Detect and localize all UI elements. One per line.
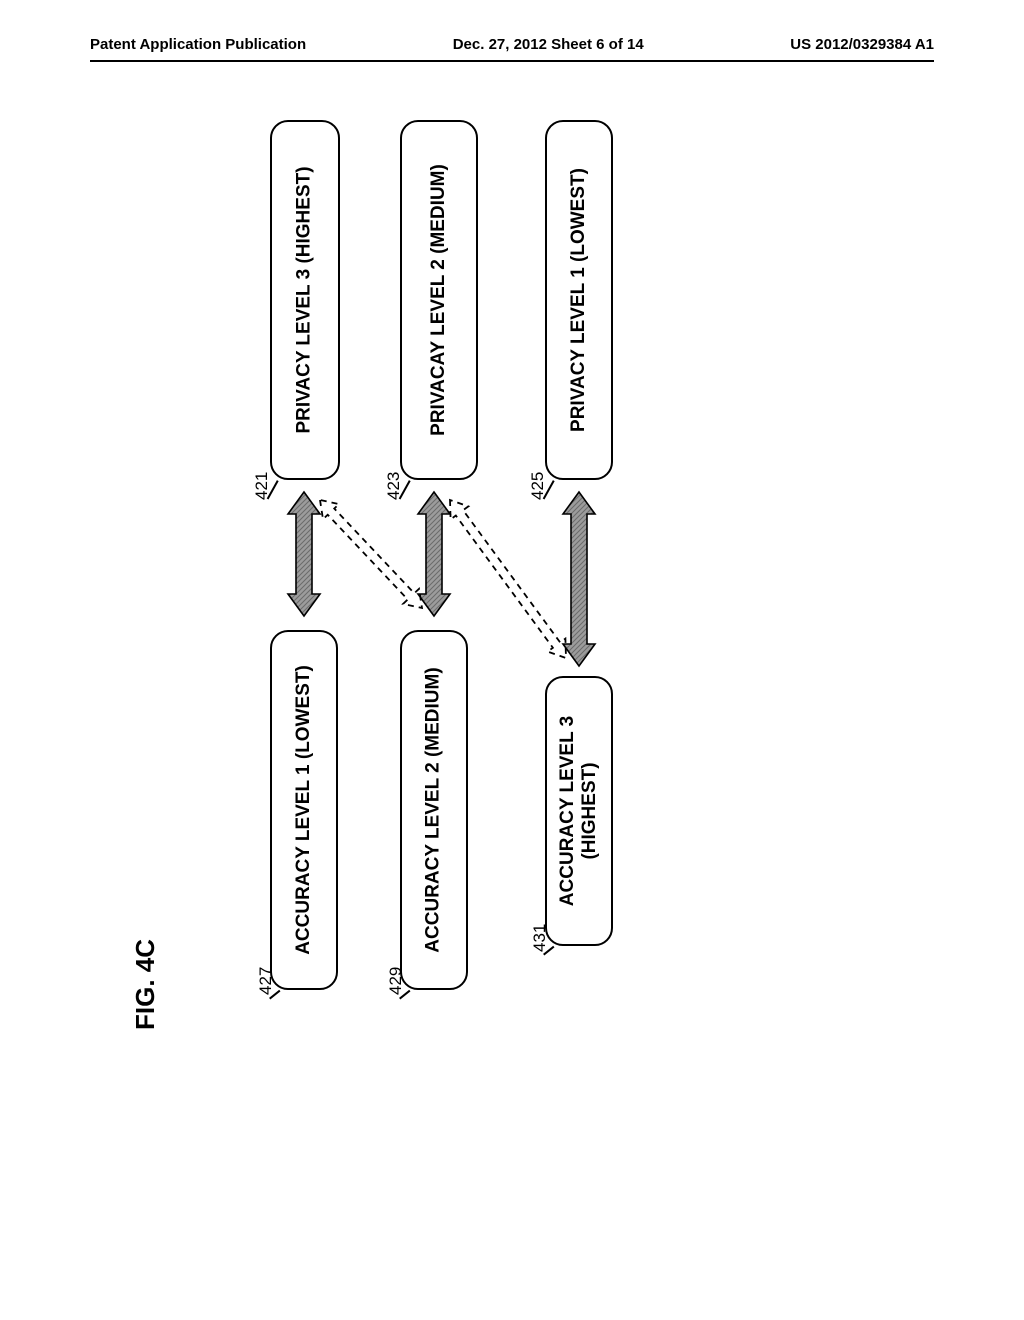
bidir-arrow-2 xyxy=(563,492,595,666)
privacy-box-text: PRIVACY LEVEL 1 (LOWEST) xyxy=(568,168,590,432)
bidir-arrow-0 xyxy=(288,492,320,616)
privacy-box-423: PRIVACAY LEVEL 2 (MEDIUM) xyxy=(400,120,478,480)
ref-label-429: 429 xyxy=(386,967,406,995)
bidir-arrow-1 xyxy=(418,492,450,616)
accuracy-box-429: ACCURACY LEVEL 2 (MEDIUM) xyxy=(400,630,468,990)
diag-arrow-1 xyxy=(450,500,566,658)
header-rule xyxy=(90,60,934,62)
header-left: Patent Application Publication xyxy=(90,36,306,53)
accuracy-box-text: ACCURACY LEVEL 1 (LOWEST) xyxy=(293,665,315,955)
figure-label: FIG. 4C xyxy=(130,939,161,1030)
header-right: US 2012/0329384 A1 xyxy=(790,36,934,53)
accuracy-box-431: ACCURACY LEVEL 3 (HIGHEST) xyxy=(545,676,613,946)
privacy-box-text: PRIVACAY LEVEL 2 (MEDIUM) xyxy=(428,164,450,436)
page-header: Patent Application Publication Dec. 27, … xyxy=(0,36,1024,59)
diag-arrow-0 xyxy=(320,500,422,608)
privacy-box-425: PRIVACY LEVEL 1 (LOWEST) xyxy=(545,120,613,480)
accuracy-box-427: ACCURACY LEVEL 1 (LOWEST) xyxy=(270,630,338,990)
privacy-box-text: PRIVACY LEVEL 3 (HIGHEST) xyxy=(294,166,316,433)
header-center: Dec. 27, 2012 Sheet 6 of 14 xyxy=(453,36,644,53)
accuracy-box-text: ACCURACY LEVEL 2 (MEDIUM) xyxy=(423,667,445,952)
ref-label-427: 427 xyxy=(256,967,276,995)
ref-label-431: 431 xyxy=(530,924,550,952)
privacy-box-421: PRIVACY LEVEL 3 (HIGHEST) xyxy=(270,120,340,480)
accuracy-box-text: ACCURACY LEVEL 3 (HIGHEST) xyxy=(557,716,601,906)
